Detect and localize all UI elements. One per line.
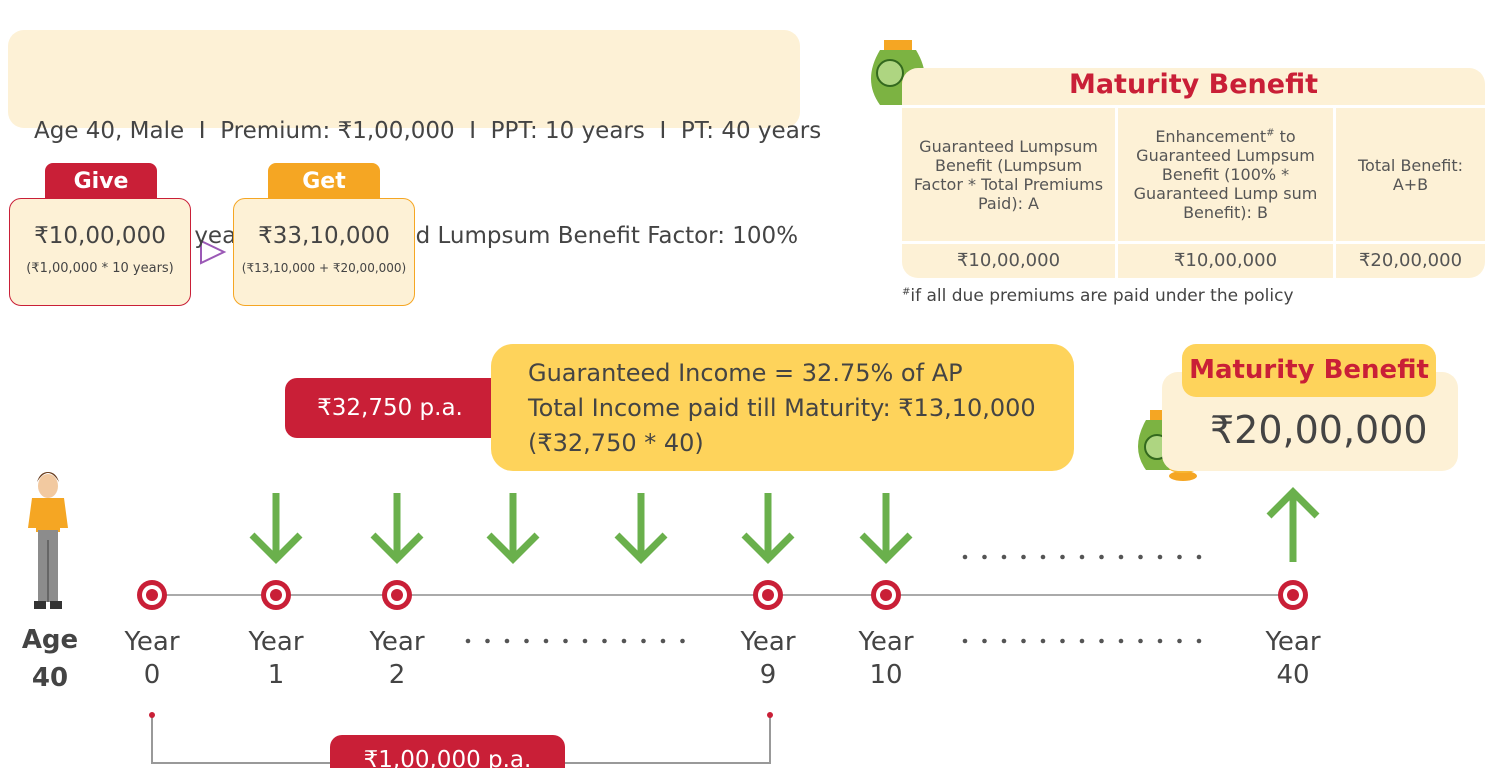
year-number: 1 bbox=[268, 660, 285, 690]
dot bbox=[982, 554, 987, 560]
dot bbox=[1001, 554, 1007, 560]
dot bbox=[641, 638, 646, 644]
give-amount: ₹10,00,000 bbox=[34, 223, 166, 249]
table-header: Total Benefit: A+B bbox=[1336, 108, 1485, 244]
dot bbox=[1099, 554, 1104, 560]
year-marker-dot bbox=[146, 589, 158, 601]
dot bbox=[1040, 638, 1046, 644]
footnote: #if all due premiums are paid under the … bbox=[902, 286, 1294, 306]
dot bbox=[1118, 638, 1124, 644]
dot bbox=[1040, 554, 1046, 560]
dot bbox=[1196, 638, 1202, 644]
dot bbox=[1079, 554, 1085, 560]
year-label: Year bbox=[1264, 627, 1320, 657]
year-marker-dot bbox=[880, 589, 892, 601]
dot bbox=[621, 638, 627, 644]
dot bbox=[1001, 638, 1007, 644]
dot bbox=[982, 638, 987, 644]
table-cell: ₹10,00,000 bbox=[902, 244, 1118, 278]
dot bbox=[485, 638, 490, 644]
dot bbox=[1060, 554, 1065, 560]
age-value: 40 bbox=[32, 663, 68, 693]
dot bbox=[602, 638, 607, 644]
year-marker-dot bbox=[762, 589, 774, 601]
get-box: ₹33,10,000 (₹13,10,000 + ₹20,00,000) bbox=[233, 198, 415, 306]
get-tab: Get bbox=[268, 163, 380, 201]
dot bbox=[1021, 554, 1026, 560]
maturity-amount: ₹20,00,000 bbox=[1210, 408, 1428, 452]
income-line: (₹32,750 * 40) bbox=[528, 429, 704, 457]
dot bbox=[1118, 554, 1124, 560]
table-title: Maturity Benefit bbox=[902, 68, 1485, 108]
dot bbox=[962, 638, 968, 644]
dot bbox=[680, 638, 685, 644]
table-header: Enhancement# to Guaranteed Lumpsum Benef… bbox=[1118, 108, 1336, 244]
table-cell: ₹10,00,000 bbox=[1118, 244, 1336, 278]
year-label: Year bbox=[247, 627, 303, 657]
dot bbox=[465, 638, 471, 644]
dot bbox=[1196, 554, 1202, 560]
give-tab: Give bbox=[45, 163, 157, 201]
give-box: ₹10,00,000 (₹1,00,000 * 10 years) bbox=[9, 198, 191, 306]
year-marker-dot bbox=[270, 589, 282, 601]
person-icon bbox=[28, 472, 68, 609]
dot bbox=[660, 638, 666, 644]
income-line: Total Income paid till Maturity: ₹13,10,… bbox=[528, 394, 1036, 422]
year-number: 2 bbox=[389, 660, 406, 690]
dot bbox=[1177, 554, 1182, 560]
maturity-table: Maturity Benefit Guaranteed Lumpsum Bene… bbox=[902, 68, 1485, 278]
get-amount: ₹33,10,000 bbox=[258, 223, 390, 249]
dot bbox=[1138, 638, 1143, 644]
dot bbox=[1177, 638, 1182, 644]
income-badge: ₹32,750 p.a. bbox=[285, 378, 505, 438]
table-cell: ₹20,00,000 bbox=[1358, 250, 1463, 271]
year-label: Year bbox=[123, 627, 179, 657]
year-number: 10 bbox=[869, 660, 902, 690]
year-label: Year bbox=[739, 627, 795, 657]
give-note: (₹1,00,000 * 10 years) bbox=[26, 261, 174, 276]
dot bbox=[582, 638, 588, 644]
year-label: Year bbox=[857, 627, 913, 657]
dot bbox=[543, 638, 549, 644]
dot bbox=[1157, 554, 1163, 560]
year-marker-dot bbox=[1287, 589, 1299, 601]
income-arrows bbox=[249, 487, 1320, 564]
year-marker-dot bbox=[391, 589, 403, 601]
dot bbox=[1079, 638, 1085, 644]
dot bbox=[524, 638, 529, 644]
dot bbox=[504, 638, 510, 644]
age-label: Age bbox=[22, 625, 78, 655]
year-number: 9 bbox=[760, 660, 777, 690]
summary-box: Age 40, Male I Premium: ₹1,00,000 I PPT:… bbox=[8, 30, 821, 249]
summary-line: Age 40, Male I Premium: ₹1,00,000 I PPT:… bbox=[34, 118, 822, 144]
dot bbox=[1099, 638, 1104, 644]
dot bbox=[1021, 638, 1026, 644]
dot bbox=[962, 554, 968, 560]
year-number: 40 bbox=[1276, 660, 1309, 690]
dot bbox=[1138, 554, 1143, 560]
dot bbox=[1060, 638, 1065, 644]
give-get-arrow bbox=[200, 239, 227, 265]
year-number: 0 bbox=[144, 660, 161, 690]
maturity-box-title: Maturity Benefit bbox=[1182, 344, 1436, 397]
premium-badge: ₹1,00,000 p.a. bbox=[330, 735, 565, 768]
ellipsis-dots bbox=[465, 554, 1202, 644]
get-note: (₹13,10,000 + ₹20,00,000) bbox=[241, 261, 407, 275]
year-label: Year bbox=[368, 627, 424, 657]
income-line: Guaranteed Income = 32.75% of AP bbox=[528, 359, 963, 387]
dot bbox=[563, 638, 568, 644]
income-box: Guaranteed Income = 32.75% of AP Total I… bbox=[491, 344, 1074, 471]
table-header: Guaranteed Lumpsum Benefit (Lumpsum Fact… bbox=[902, 108, 1118, 244]
dot bbox=[1157, 638, 1163, 644]
